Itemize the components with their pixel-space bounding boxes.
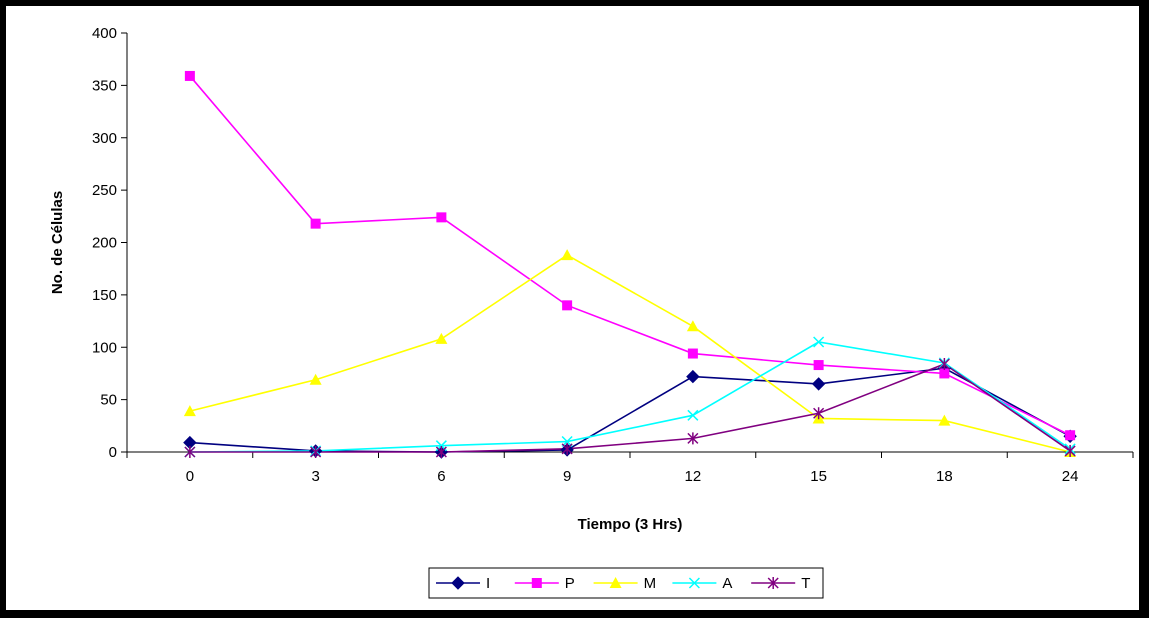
y-axis-title: No. de Células <box>49 191 66 294</box>
y-tick-label: 200 <box>92 235 117 252</box>
data-point-t <box>310 446 322 458</box>
data-point-t <box>938 358 950 371</box>
data-point-m <box>183 405 196 417</box>
x-tick-label: 15 <box>810 468 827 485</box>
y-tick-label: 0 <box>109 444 117 461</box>
data-point-t <box>561 442 573 455</box>
data-point-p <box>436 212 447 223</box>
data-point-t <box>435 446 447 458</box>
y-tick-label: 350 <box>92 77 117 94</box>
legend-marker-a <box>688 577 700 589</box>
data-point-p <box>310 218 321 229</box>
x-tick-label: 24 <box>1062 468 1079 485</box>
data-point-m <box>686 320 699 332</box>
legend-label: A <box>722 575 732 592</box>
y-tick-label: 100 <box>92 339 117 356</box>
x-axis: 0 3 6 9 12 15 18 24 <box>126 451 1134 485</box>
data-point-m <box>938 414 951 426</box>
legend-marker-i <box>451 576 465 590</box>
data-point-p <box>1065 430 1076 441</box>
series-layer <box>183 70 1077 459</box>
data-point-p <box>562 300 573 311</box>
y-tick-label: 300 <box>92 130 117 147</box>
y-axis: 0 50 100 150 200 250 300 350 400 <box>92 25 128 461</box>
x-tick-label: 0 <box>186 468 194 485</box>
data-point-p <box>687 348 698 359</box>
series-line-i <box>189 367 1071 453</box>
x-tick-label: 12 <box>685 468 702 485</box>
legend-label: M <box>644 575 657 592</box>
data-point-m <box>561 249 574 261</box>
legend-item-m: M <box>593 575 657 592</box>
legend-item-t: T <box>751 575 810 592</box>
data-point-m <box>309 373 322 385</box>
y-tick-label: 400 <box>92 25 117 42</box>
data-point-i <box>686 369 700 384</box>
legend-label: I <box>486 575 490 592</box>
legend-label: P <box>565 575 575 592</box>
data-point-p <box>184 70 195 81</box>
legend-item-i: I <box>436 575 490 592</box>
series-line-a <box>189 341 1071 453</box>
legend-marker-m <box>609 577 622 588</box>
data-point-p <box>813 360 824 371</box>
legend-marker-t <box>767 577 779 589</box>
y-tick-label: 250 <box>92 182 117 199</box>
legend-item-a: A <box>672 575 732 592</box>
data-point-t <box>687 432 699 445</box>
y-tick-label: 150 <box>92 287 117 304</box>
legend-item-p: P <box>514 575 575 592</box>
x-axis-title: Tiempo (3 Hrs) <box>578 516 683 533</box>
y-tick-label: 50 <box>100 392 117 409</box>
legend-label: T <box>801 575 810 592</box>
legend-marker-p <box>531 578 542 588</box>
x-tick-label: 3 <box>311 468 319 485</box>
line-chart: 0 50 100 150 200 250 300 350 400 0 3 6 9 12 15 18 24 Ti… <box>49 25 1134 599</box>
series-line-p <box>189 75 1071 436</box>
chart-frame: 0 50 100 150 200 250 300 350 400 0 3 6 9 12 15 18 24 Ti… <box>6 6 1139 610</box>
x-tick-label: 9 <box>563 468 571 485</box>
data-point-t <box>1064 444 1076 457</box>
data-point-t <box>184 446 196 458</box>
series-line-m <box>189 254 1071 453</box>
data-point-m <box>435 332 448 344</box>
data-point-i <box>811 377 826 391</box>
x-tick-label: 18 <box>936 468 953 485</box>
data-point-t <box>813 407 825 420</box>
data-point-p <box>939 368 950 379</box>
x-tick-label: 6 <box>437 468 445 485</box>
series-line-t <box>189 363 1071 453</box>
data-point-a <box>687 409 699 421</box>
data-point-a <box>813 336 825 348</box>
